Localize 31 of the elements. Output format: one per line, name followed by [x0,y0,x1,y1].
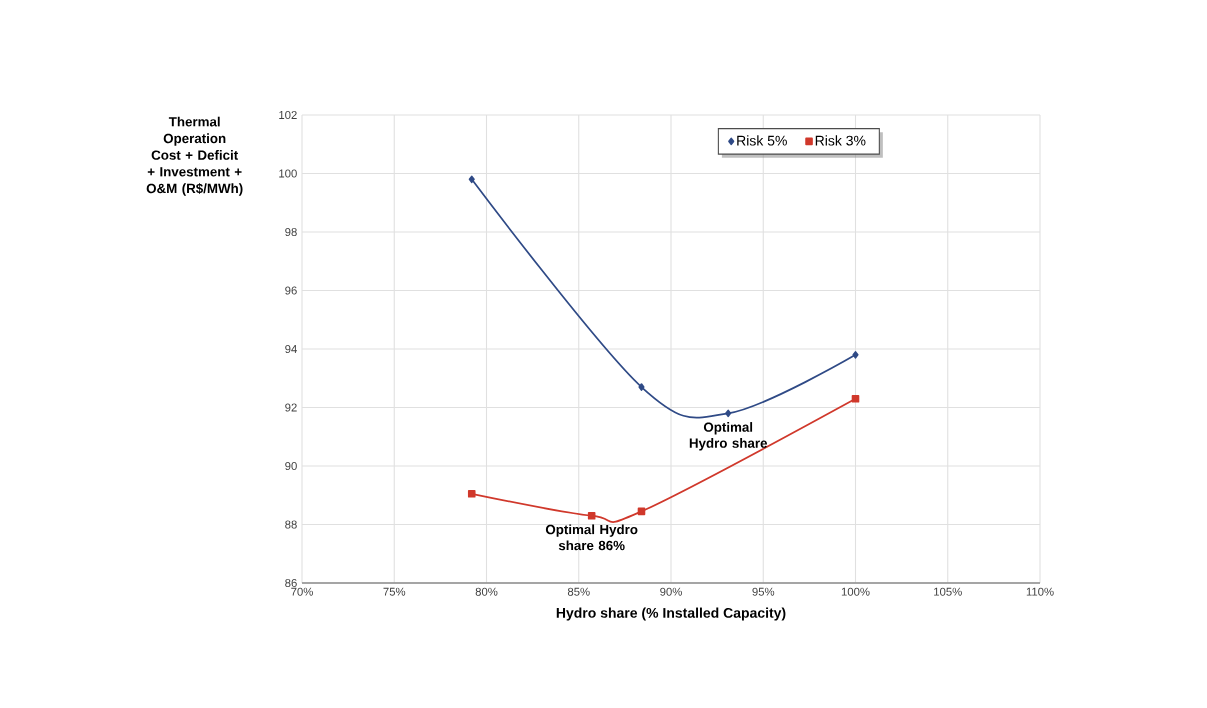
legend-label: Risk 5% [737,135,787,146]
x-tick-label: 95% [752,587,775,596]
y-axis-title: Thermal Operation Cost + Deficit + Investment + O&M (R$/MWh) [146,116,243,196]
point [468,175,475,184]
y-tick-label: 92 [285,403,297,412]
y-tick-label: 94 [285,345,297,354]
x-tick-label: 85% [567,587,590,596]
x-tick-label: 75% [383,587,406,596]
point [467,489,476,498]
annotation: Optimal Hydro share [689,422,768,451]
x-tick-label: 70% [291,587,313,596]
x-tick-label: 110% [1026,587,1054,596]
y-tick-label: 98 [285,228,297,237]
point [852,351,859,359]
y-tick-label: 102 [279,111,297,120]
y-tick-label: 96 [285,286,297,295]
point [725,409,732,418]
y-tick-label: 88 [285,520,297,529]
x-axis-title: Hydro share (% Installed Capacity) [556,607,786,621]
x-tick-label: 90% [660,587,682,596]
y-tick-label: 86 [285,579,297,588]
x-tick-label: 80% [475,587,498,596]
point [587,511,596,520]
x-tick-label: 100% [841,587,870,596]
point [638,383,645,391]
y-tick-label: 90 [285,462,297,471]
x-tick-label: 105% [934,587,962,596]
point [851,394,860,403]
legend-label: Risk 3% [815,135,866,146]
y-tick-label: 100 [279,169,297,178]
annotation: Optimal Hydro share 86% [545,524,638,551]
